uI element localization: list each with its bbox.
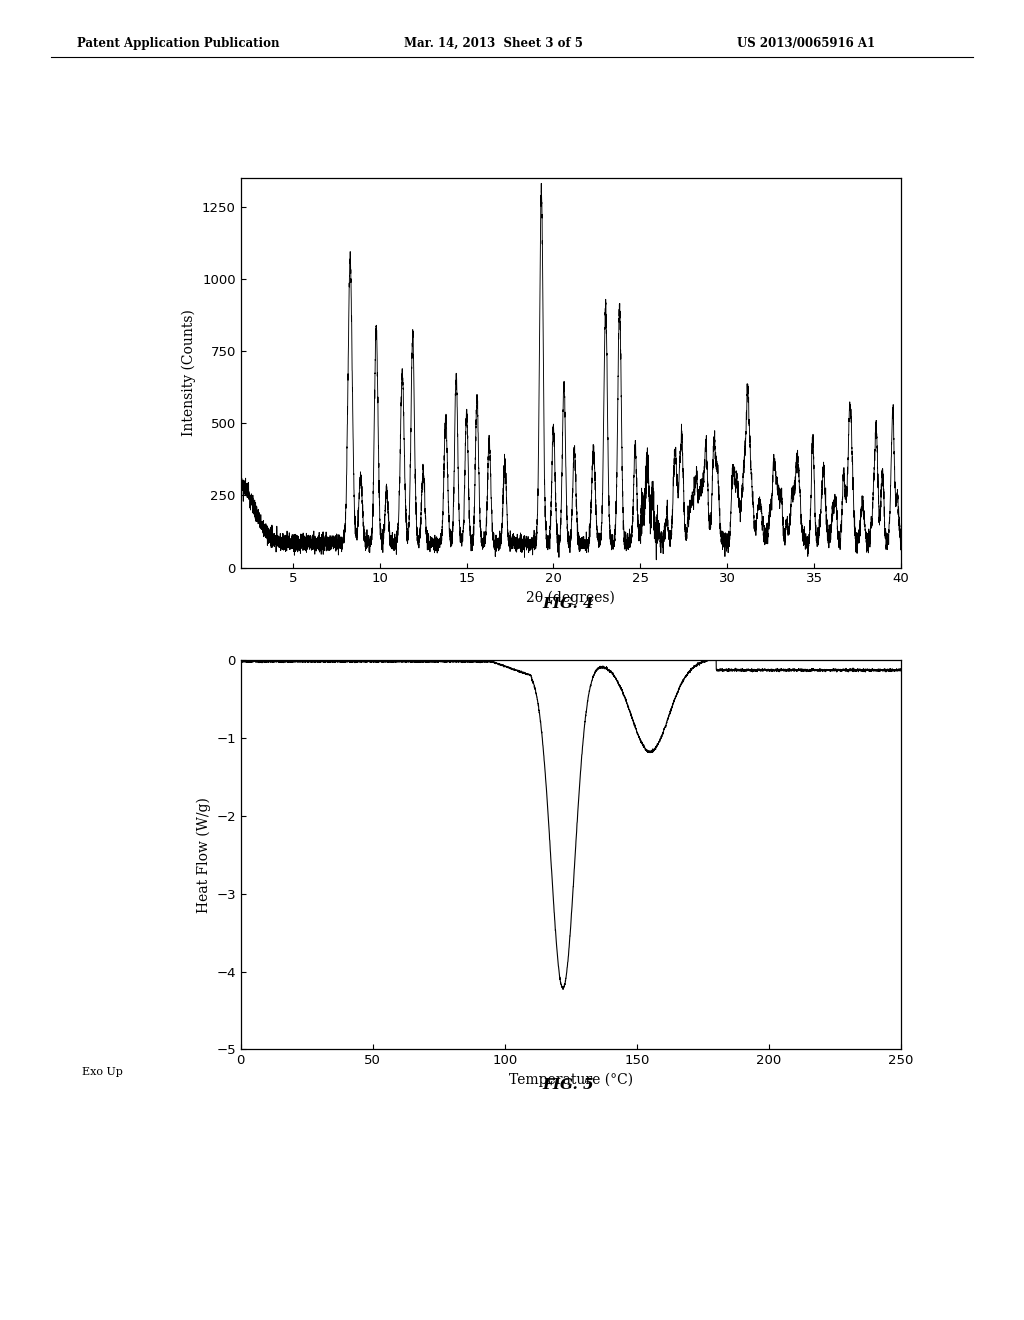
Text: Exo Up: Exo Up bbox=[82, 1067, 123, 1077]
Text: FIG. 5: FIG. 5 bbox=[543, 1078, 594, 1093]
Y-axis label: Intensity (Counts): Intensity (Counts) bbox=[182, 309, 197, 437]
X-axis label: Temperature (°C): Temperature (°C) bbox=[509, 1073, 633, 1088]
X-axis label: 2θ (degrees): 2θ (degrees) bbox=[526, 591, 615, 606]
Y-axis label: Heat Flow (W/g): Heat Flow (W/g) bbox=[197, 797, 211, 912]
Text: US 2013/0065916 A1: US 2013/0065916 A1 bbox=[737, 37, 876, 50]
Text: Mar. 14, 2013  Sheet 3 of 5: Mar. 14, 2013 Sheet 3 of 5 bbox=[404, 37, 584, 50]
Text: Patent Application Publication: Patent Application Publication bbox=[77, 37, 280, 50]
Text: FIG. 4: FIG. 4 bbox=[543, 597, 594, 611]
